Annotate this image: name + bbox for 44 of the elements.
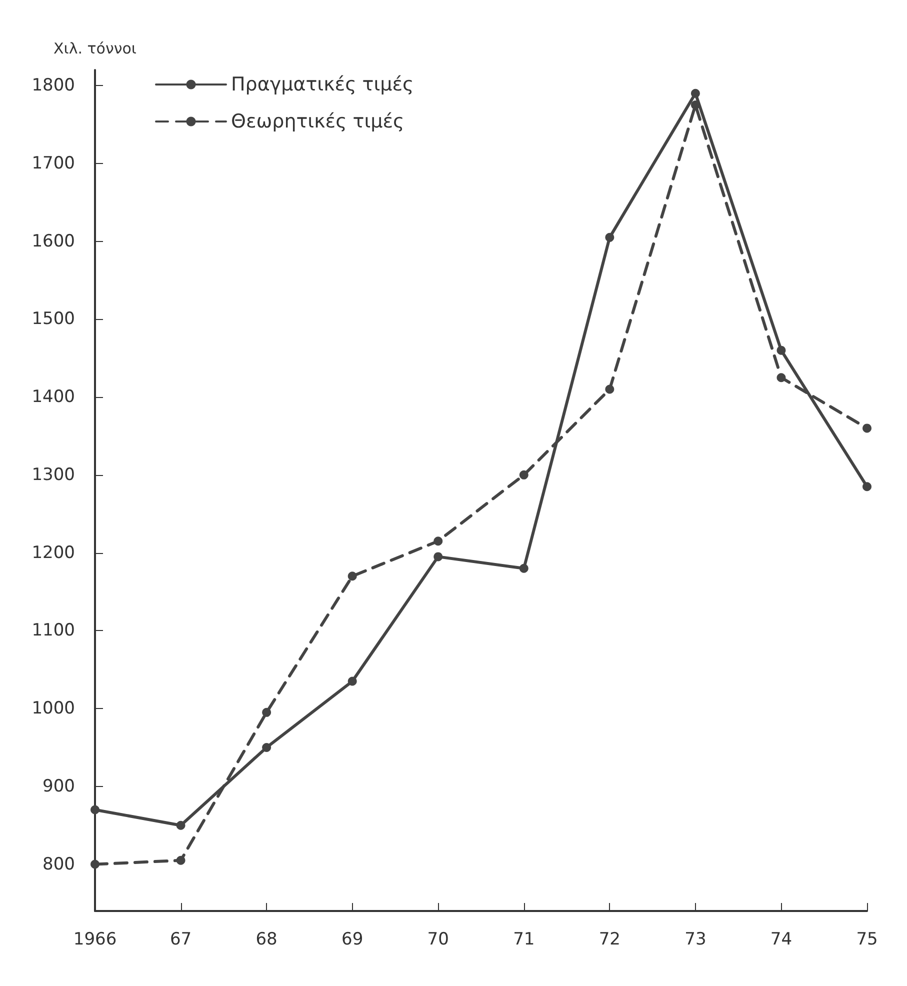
x-tick-label: 73	[684, 930, 706, 950]
point	[605, 232, 614, 242]
x-tick-label: 74	[770, 930, 792, 950]
point	[348, 676, 357, 686]
y-tick-label: 1000	[32, 698, 75, 719]
x-tick-label: 75	[856, 930, 878, 950]
point	[690, 88, 700, 98]
point	[434, 552, 443, 562]
point	[519, 470, 528, 480]
point	[862, 424, 872, 433]
y-tick-label: 1500	[32, 309, 75, 330]
y-tick-label: 800	[42, 854, 75, 874]
x-tick-label: 72	[598, 930, 620, 950]
legend-label: Πραγματικές τιμές	[231, 74, 414, 96]
point	[262, 708, 272, 717]
point	[90, 805, 100, 814]
point	[776, 373, 786, 382]
point	[434, 536, 443, 546]
x-tick-label: 71	[513, 930, 535, 950]
y-tick-label: 1400	[32, 387, 75, 408]
point	[176, 856, 186, 865]
y-tick-label: 1600	[32, 231, 75, 252]
y-tick-label: 1200	[32, 542, 75, 563]
y-tick-label: 1700	[32, 153, 75, 174]
point	[690, 100, 700, 110]
legend-label: Θεωρητικές τιμές	[231, 110, 404, 132]
y-tick-label: 1100	[32, 620, 75, 641]
point	[605, 384, 614, 394]
point	[776, 346, 786, 355]
x-tick-label: 67	[170, 930, 192, 950]
y-axis-title: Χιλ. τόννοι	[54, 40, 136, 58]
point	[90, 860, 100, 869]
x-tick-label: 68	[256, 930, 278, 950]
point	[262, 742, 272, 752]
x-tick-label: 1966	[73, 930, 117, 950]
y-tick-label: 1300	[32, 464, 75, 485]
x-tick-label: 70	[427, 930, 449, 950]
point	[519, 564, 528, 573]
y-tick-label: 900	[42, 776, 75, 796]
point	[862, 482, 872, 492]
x-tick-label: 69	[342, 930, 364, 950]
point	[348, 572, 357, 581]
y-tick-label: 1800	[32, 76, 75, 96]
point	[176, 820, 186, 830]
